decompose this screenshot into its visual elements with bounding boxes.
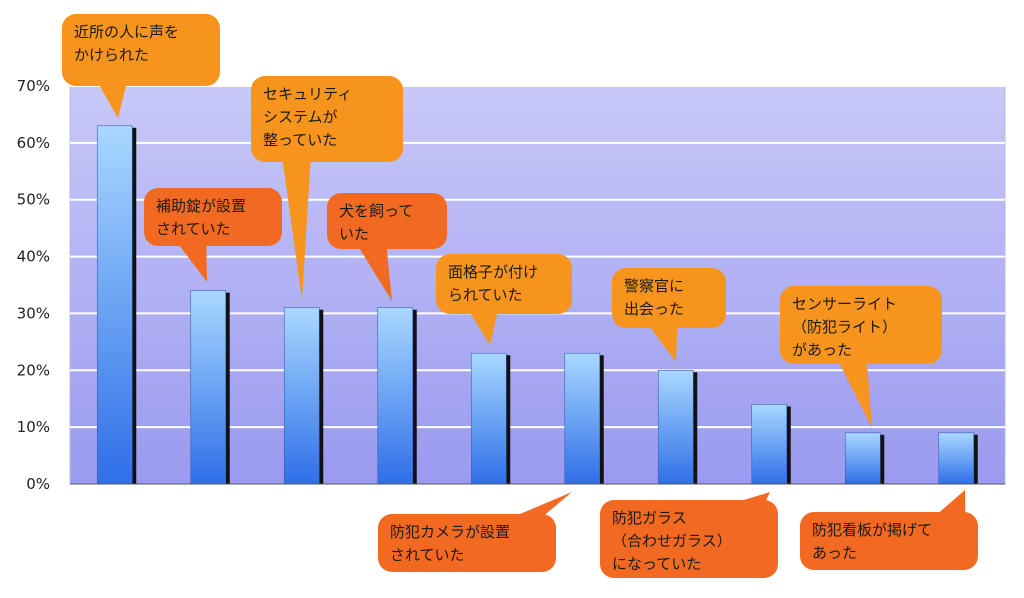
- callout-pointer: [649, 326, 678, 362]
- bar-group: [844, 432, 885, 485]
- y-tick-label: 60%: [17, 134, 50, 152]
- callout-pointer: [358, 247, 392, 301]
- callout-label: されていた: [156, 220, 231, 238]
- callout-label: 補助錠が設置: [156, 197, 246, 215]
- bar-group: [938, 432, 978, 485]
- bar-group: [96, 125, 137, 485]
- callout-label: センサーライト: [792, 295, 897, 313]
- y-tick-label: 0%: [26, 475, 50, 493]
- callout-label: 防犯看板が掲げて: [812, 521, 932, 539]
- callout: 防犯ガラス （合わせガラス） になっていた: [600, 492, 778, 578]
- callout-label: になっていた: [612, 555, 701, 573]
- callout-label: 犬を飼って: [339, 202, 413, 220]
- y-tick-label: 30%: [17, 304, 50, 322]
- callout-box: [780, 286, 942, 364]
- callout-label: されていた: [390, 546, 465, 564]
- callout-label: 近所の人に声を: [74, 23, 179, 41]
- y-axis-ticks: 0% 10% 20% 30% 40% 50% 60% 70%: [17, 77, 50, 493]
- y-tick-label: 70%: [17, 77, 50, 95]
- bar: [938, 432, 975, 485]
- y-tick-label: 40%: [17, 248, 50, 266]
- bar: [283, 307, 320, 485]
- callout-box: [612, 268, 726, 328]
- bar: [377, 307, 414, 485]
- callout-box: [378, 514, 556, 572]
- callout-box: [800, 512, 978, 570]
- callout-box: [251, 76, 403, 162]
- y-tick-label: 20%: [17, 361, 50, 379]
- y-tick-label: 50%: [17, 191, 50, 209]
- callout-label: いた: [339, 225, 369, 243]
- bar-group: [190, 290, 230, 485]
- callout-label: 面格子が付け: [448, 263, 538, 281]
- bar-group: [377, 307, 417, 485]
- callout-pointer: [98, 84, 127, 118]
- bar: [844, 432, 881, 485]
- callout-label: （合わせガラス）: [612, 532, 732, 550]
- callout-label: システムが: [263, 108, 338, 126]
- callout-pointer: [937, 490, 966, 514]
- callout-label: （防犯ライト）: [792, 318, 897, 336]
- y-tick-label: 10%: [17, 418, 50, 436]
- bar-group: [751, 404, 791, 485]
- callout-box: [144, 188, 282, 246]
- callout-label: 整っていた: [263, 131, 337, 149]
- callout-label: あった: [812, 544, 857, 562]
- callout-label: 防犯ガラス: [612, 509, 687, 527]
- callout-box: [327, 193, 447, 249]
- bar: [751, 404, 788, 485]
- bar-group: [564, 352, 604, 485]
- callout-label: セキュリティ: [263, 85, 352, 103]
- callout-label: 出会った: [624, 300, 684, 318]
- callout-pointer: [515, 492, 572, 516]
- callout-label: られていた: [448, 286, 523, 304]
- bar: [657, 369, 694, 485]
- bar: [190, 290, 227, 485]
- callout: センサーライト （防犯ライト） があった: [780, 286, 942, 428]
- callout-box: [600, 500, 778, 578]
- callout-label: かけられた: [74, 46, 149, 64]
- callout-pointer: [282, 160, 311, 300]
- callout-label: があった: [792, 341, 852, 359]
- bar: [96, 125, 133, 485]
- bar: [564, 352, 601, 485]
- bar-group: [283, 307, 324, 485]
- callout-box: [62, 14, 220, 86]
- callout-pointer: [178, 244, 207, 282]
- callout-label: 警察官に: [624, 277, 684, 295]
- callouts: 近所の人に声をかけられた補助錠が設置されていたセキュリティシステムが整っていた犬…: [62, 14, 978, 578]
- bars: [96, 125, 978, 485]
- callout-pointer: [737, 492, 770, 502]
- callout-pointer: [469, 312, 498, 345]
- callout-label: 防犯カメラが設置: [390, 523, 510, 541]
- callout-pointer: [838, 362, 872, 428]
- bar: [470, 352, 507, 485]
- bar-group: [470, 352, 511, 485]
- bar-group: [657, 369, 698, 485]
- callout-box: [436, 254, 572, 314]
